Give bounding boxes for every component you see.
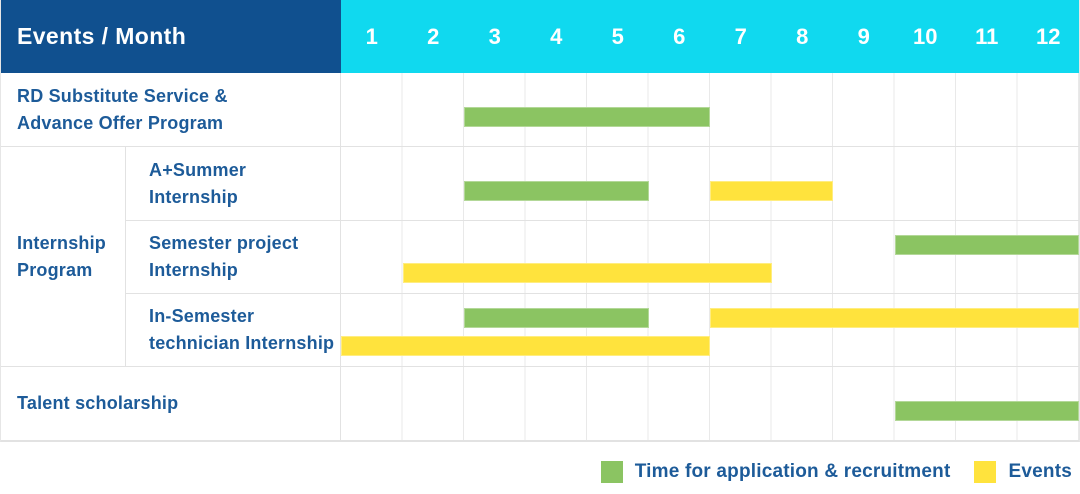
row-group: Talent scholarship (1, 367, 1079, 441)
row-label-line: Advance Offer Program (17, 112, 224, 133)
row-chart-area (341, 221, 1079, 293)
gantt-bar-recruitment (894, 400, 1079, 421)
gantt-bar-recruitment (464, 106, 710, 127)
gantt-bar-recruitment (464, 180, 649, 201)
month-header-cell: 11 (975, 23, 999, 49)
table-row: In-Semester technician Internship (126, 293, 1079, 366)
gantt-bar-event (341, 335, 710, 356)
table-row: Semester project Internship (126, 220, 1079, 293)
row-chart-area (341, 294, 1079, 366)
table-row: Talent scholarship (1, 367, 1079, 440)
table-header-row: Events / Month 1 2 3 4 5 6 7 8 9 10 11 12 (1, 0, 1079, 73)
legend-label-events: Events (1008, 461, 1072, 482)
legend-item-events: Events (974, 461, 1072, 483)
row-label: RD Substitute Service & Advance Offer Pro… (1, 73, 341, 146)
table-row: A+Summer Internship (126, 147, 1079, 220)
row-label-line: In-Semester (149, 306, 255, 326)
table-row: RD Substitute Service & Advance Offer Pro… (1, 73, 1079, 146)
row-group-label-line: Internship (17, 232, 107, 253)
row-group: RD Substitute Service & Advance Offer Pro… (1, 73, 1079, 147)
gantt-bar-recruitment (464, 307, 649, 328)
row-label-line: A+Summer (149, 159, 247, 180)
row-chart-area (341, 73, 1079, 146)
month-header-cell: 6 (673, 23, 686, 49)
row-chart-area (341, 367, 1079, 440)
row-label-line: Talent scholarship (17, 393, 179, 413)
legend: Time for application & recruitment Event… (600, 461, 1072, 483)
month-header-cell: 10 (913, 23, 938, 49)
month-header-cell: 12 (1036, 23, 1061, 49)
month-header-cell: 2 (427, 23, 440, 49)
rows-wrap: RD Substitute Service & Advance Offer Pro… (1, 73, 1079, 146)
gantt-bar-event (402, 262, 772, 283)
row-label: Semester project Internship (126, 221, 341, 293)
row-label-line: Internship (149, 186, 239, 207)
row-label: A+Summer Internship (126, 147, 341, 220)
row-label-line: Semester project (149, 233, 299, 253)
legend-label-recruitment: Time for application & recruitment (634, 461, 951, 482)
rows-wrap: Talent scholarship (1, 367, 1079, 440)
legend-item-recruitment: Time for application & recruitment (600, 461, 951, 483)
month-header-cell: 5 (611, 23, 624, 49)
row-group: Internship Program A+Summer Internship Semes… (1, 147, 1079, 367)
row-label: Talent scholarship (1, 367, 341, 440)
row-label: In-Semester technician Internship (126, 294, 341, 366)
month-header-cell: 3 (488, 23, 501, 49)
row-label-line: Internship (149, 260, 239, 280)
month-header-cell: 9 (857, 23, 870, 49)
row-chart-area (341, 147, 1079, 220)
row-group-label-line: Program (17, 259, 93, 280)
month-header-row: 1 2 3 4 5 6 7 8 9 10 11 12 (341, 0, 1079, 73)
legend-swatch-recruitment-icon (600, 461, 623, 483)
gantt-bar-recruitment (894, 234, 1079, 255)
row-label-line: RD Substitute Service & (17, 85, 228, 106)
legend-swatch-events-icon (974, 461, 997, 483)
month-header-cell: 1 (365, 23, 378, 49)
gantt-bar-event (710, 180, 833, 201)
rows-wrap: A+Summer Internship Semester project Intern… (126, 147, 1079, 366)
row-group-label: Internship Program (1, 147, 126, 366)
gantt-bar-event (710, 307, 1079, 328)
gantt-body: RD Substitute Service & Advance Offer Pro… (1, 73, 1079, 441)
month-header-cell: 4 (550, 23, 563, 49)
month-header-cell: 7 (734, 23, 747, 49)
row-label-line: technician Internship (149, 333, 335, 353)
month-header-cell: 8 (796, 23, 809, 49)
events-month-header: Events / Month (1, 0, 341, 73)
gantt-table: Events / Month 1 2 3 4 5 6 7 8 9 10 11 12 RD Substi… (0, 0, 1080, 442)
